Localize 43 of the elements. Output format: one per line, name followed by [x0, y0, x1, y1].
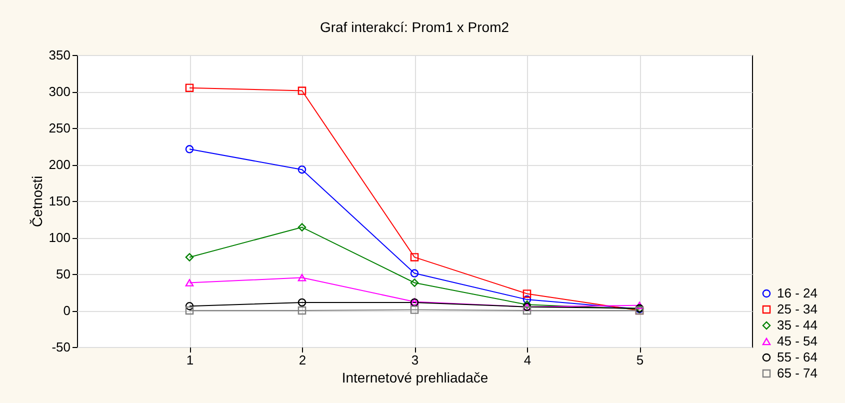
y-tick-label: 100 [48, 230, 70, 245]
legend-label: 35 - 44 [777, 318, 818, 332]
y-tick-label: 0 [63, 303, 70, 318]
chart-title: Graf interakcí: Prom1 x Prom2 [320, 19, 510, 35]
y-tick-label: -50 [52, 340, 70, 354]
x-tick-label: 4 [524, 352, 532, 368]
point [298, 165, 306, 174]
y-tick-label: 150 [48, 194, 70, 208]
point [185, 306, 194, 315]
point [298, 274, 306, 282]
legend-label: 55 - 64 [777, 350, 818, 364]
point [522, 295, 532, 304]
point [298, 306, 306, 315]
x-axis-title: Internetové prehliadače [342, 370, 488, 386]
point [522, 306, 532, 315]
point [410, 253, 419, 262]
y-tick-label: 350 [48, 48, 70, 62]
point [410, 278, 419, 287]
point [410, 269, 419, 278]
y-axis-title: Četnosti [28, 176, 45, 228]
point [185, 302, 194, 310]
point [298, 223, 306, 232]
point [298, 86, 306, 95]
legend-label: 16 - 24 [777, 286, 818, 300]
legend-label: 25 - 34 [777, 302, 818, 316]
point [522, 290, 532, 298]
point [185, 279, 194, 286]
point [185, 253, 194, 262]
legend-label: 65 - 74 [777, 366, 818, 380]
point [410, 306, 419, 314]
x-tick-label: 3 [411, 352, 419, 368]
x-tick-label: 2 [298, 352, 306, 368]
x-tick-label: 1 [186, 352, 194, 368]
y-tick-label: 250 [48, 120, 70, 136]
y-tick-label: 50 [56, 266, 70, 282]
point [185, 84, 194, 92]
point [298, 298, 306, 307]
y-tick-label: 200 [48, 157, 70, 172]
legend-label: 45 - 54 [777, 334, 818, 348]
y-tick-label: 300 [48, 84, 70, 99]
point [185, 145, 194, 154]
x-tick-label: 5 [636, 352, 644, 368]
point [635, 302, 644, 310]
